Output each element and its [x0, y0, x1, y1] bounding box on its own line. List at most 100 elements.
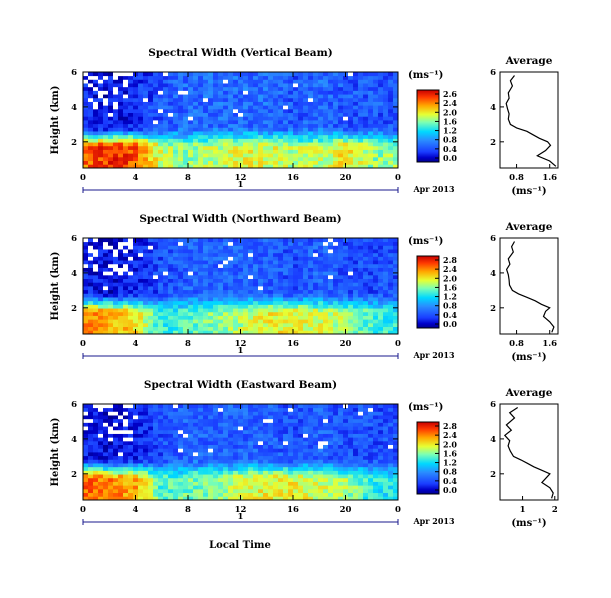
- heatmap-cell: [293, 297, 299, 302]
- heatmap-cell: [338, 127, 344, 132]
- heatmap-cell: [353, 149, 359, 154]
- heatmap-cell: [188, 108, 194, 114]
- heatmap-cell: [98, 90, 104, 95]
- heatmap-cell: [288, 415, 294, 420]
- heatmap-cell: [88, 160, 94, 165]
- heatmap-cell: [338, 415, 344, 420]
- heatmap-cell: [103, 300, 109, 305]
- heatmap-cell: [243, 492, 249, 497]
- heatmap-cell: [188, 492, 194, 497]
- heatmap-cell: [128, 297, 134, 302]
- heatmap-cell: [243, 138, 249, 143]
- heatmap-cell: [213, 274, 219, 280]
- heatmap-cell: [243, 286, 249, 291]
- heatmap-cells: [83, 72, 399, 169]
- heatmap-cell: [388, 249, 394, 254]
- heatmap-cell: [233, 271, 239, 276]
- heatmap-cell: [328, 463, 334, 468]
- heatmap-cell: [298, 86, 304, 91]
- heatmap-cell: [143, 256, 149, 261]
- heatmap-cell: [163, 97, 169, 102]
- heatmap-cell: [213, 142, 219, 147]
- heatmap-cell: [88, 263, 94, 268]
- heatmap-cell: [183, 474, 189, 479]
- heatmap-cell: [183, 267, 189, 272]
- heatmap-cell: [103, 160, 109, 165]
- heatmap-cell: [283, 260, 289, 265]
- heatmap-cell: [343, 90, 349, 95]
- heatmap-cell: [338, 108, 344, 114]
- heatmap-cell: [348, 83, 354, 88]
- heatmap-cell: [248, 156, 254, 162]
- heatmap-cell: [178, 105, 184, 110]
- heatmap-cell: [158, 466, 164, 471]
- heatmap-cell: [208, 131, 214, 136]
- heatmap-cell: [118, 271, 124, 276]
- heatmap-cell: [213, 308, 219, 313]
- heatmap-cell: [218, 112, 224, 117]
- heatmap-cell: [193, 282, 199, 287]
- heatmap-cell: [143, 142, 149, 147]
- heatmap-cell: [83, 481, 89, 486]
- heatmap-cell: [358, 164, 364, 169]
- heatmap-cell: [98, 108, 104, 114]
- heatmap-cell: [218, 271, 224, 276]
- heatmap-cell: [223, 131, 229, 136]
- heatmap-cell: [283, 286, 289, 291]
- heatmap-cell: [108, 252, 114, 257]
- heatmap-cell: [233, 496, 239, 501]
- heatmap-cell: [133, 326, 139, 331]
- heatmap-cell: [353, 271, 359, 276]
- heatmap-cell: [118, 485, 124, 490]
- heatmap-cell: [253, 79, 259, 84]
- heatmap-cell: [288, 90, 294, 95]
- heatmap-cell: [213, 97, 219, 102]
- heatmap-cell: [183, 75, 189, 80]
- heatmap-cell: [278, 278, 284, 283]
- heatmap-cell: [128, 474, 134, 479]
- heatmap-cell: [98, 72, 104, 77]
- heatmap-cell: [298, 496, 304, 501]
- heatmap-cell: [378, 463, 384, 468]
- heatmap-cell: [208, 488, 214, 494]
- heatmap-cell: [138, 315, 144, 320]
- heatmap-cell: [388, 94, 394, 99]
- heatmap-cell: [288, 433, 294, 438]
- heatmap-cell: [268, 426, 274, 431]
- heatmap-cell: [93, 274, 99, 280]
- heatmap-cell: [333, 404, 339, 409]
- heatmap-cell: [253, 149, 259, 154]
- heatmap-cell: [328, 304, 334, 309]
- heatmap-cell: [158, 488, 164, 494]
- heatmap-cell: [278, 238, 284, 243]
- heatmap-cell: [298, 123, 304, 128]
- heatmap-cell: [348, 477, 354, 482]
- heatmap-cell: [263, 300, 269, 305]
- heatmap-cell: [288, 282, 294, 287]
- heatmap-cell: [288, 477, 294, 482]
- heatmap-cell: [248, 322, 254, 328]
- heatmap-cell: [123, 156, 129, 162]
- heatmap-cell: [278, 459, 284, 464]
- heatmap-cell: [223, 138, 229, 143]
- heatmap-cell: [293, 315, 299, 320]
- heatmap-cell: [248, 485, 254, 490]
- heatmap-cell: [123, 326, 129, 331]
- heatmap-cell: [188, 249, 194, 254]
- heatmap-cell: [153, 289, 159, 294]
- heatmap-cell: [213, 72, 219, 77]
- heatmap-cell: [258, 97, 264, 102]
- heatmap-cell: [323, 466, 329, 471]
- heatmap-cell: [263, 112, 269, 117]
- heatmap-cell: [213, 411, 219, 416]
- heatmap-cell: [303, 79, 309, 84]
- heatmap-cell: [123, 149, 129, 154]
- heatmap-cell: [223, 267, 229, 272]
- heatmap-cell: [98, 160, 104, 165]
- heatmap-cell: [313, 311, 319, 316]
- heatmap-cell: [143, 97, 149, 102]
- heatmap-cell: [358, 488, 364, 494]
- heatmap-cell: [283, 429, 289, 434]
- heatmap-cell: [118, 289, 124, 294]
- heatmap-cell: [93, 252, 99, 257]
